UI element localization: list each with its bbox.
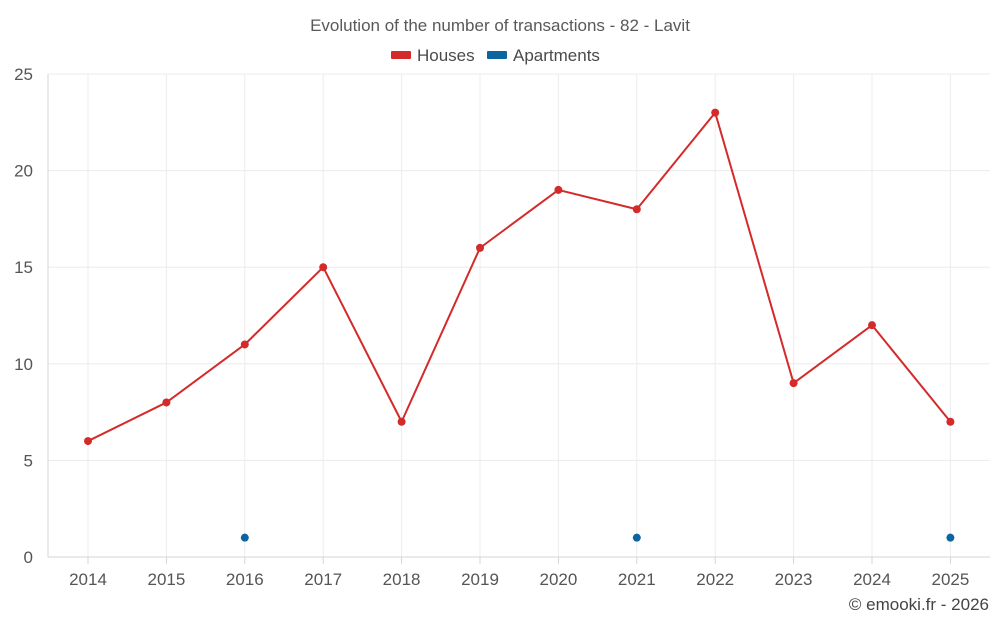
x-tick-label: 2021 (618, 570, 656, 589)
x-tick-label: 2024 (853, 570, 891, 589)
data-point-houses[interactable] (162, 398, 171, 407)
data-point-houses[interactable] (319, 263, 328, 272)
data-point-houses[interactable] (554, 185, 563, 194)
x-tick-label: 2023 (775, 570, 813, 589)
x-tick-label: 2015 (147, 570, 185, 589)
grid (48, 73, 990, 557)
legend: Houses Apartments (391, 46, 600, 65)
x-tick-label: 2014 (69, 570, 107, 589)
data-point-apartments[interactable] (632, 533, 641, 542)
series-line-houses (87, 111, 952, 442)
data-point-houses[interactable] (476, 243, 484, 252)
legend-swatch-houses (391, 51, 411, 59)
data-point-houses[interactable] (868, 321, 876, 330)
data-point-apartments[interactable] (946, 533, 955, 542)
x-tick-label: 2022 (696, 570, 734, 589)
y-tick-label: 0 (24, 548, 33, 567)
x-tick-label: 2017 (304, 570, 342, 589)
data-point-houses[interactable] (240, 340, 249, 349)
x-tick-label: 2016 (226, 570, 264, 589)
data-point-houses[interactable] (946, 417, 955, 426)
data-point-apartments[interactable] (240, 533, 249, 542)
x-tick-label: 2018 (383, 570, 421, 589)
x-tick-label: 2019 (461, 570, 499, 589)
chart-title: Evolution of the number of transactions … (310, 16, 690, 35)
legend-label-houses: Houses (417, 46, 475, 65)
legend-swatch-apartments (487, 51, 507, 59)
y-tick-label: 10 (14, 355, 33, 374)
data-point-houses[interactable] (789, 379, 798, 388)
y-tick-label: 15 (14, 258, 33, 277)
y-tick-label: 20 (14, 162, 33, 181)
data-point-houses[interactable] (632, 205, 641, 214)
x-tick-label: 2020 (539, 570, 577, 589)
y-tick-label: 25 (14, 65, 33, 84)
data-point-houses[interactable] (84, 437, 92, 446)
data-point-houses[interactable] (711, 108, 720, 117)
series (84, 108, 955, 542)
y-tick-label: 5 (24, 451, 33, 470)
legend-item-houses[interactable]: Houses (391, 46, 475, 65)
legend-label-apartments: Apartments (513, 46, 600, 65)
data-point-houses[interactable] (397, 417, 406, 426)
legend-item-apartments[interactable]: Apartments (487, 46, 600, 65)
x-tick-label: 2025 (931, 570, 969, 589)
credit-text: © emooki.fr - 2026 (849, 595, 989, 614)
